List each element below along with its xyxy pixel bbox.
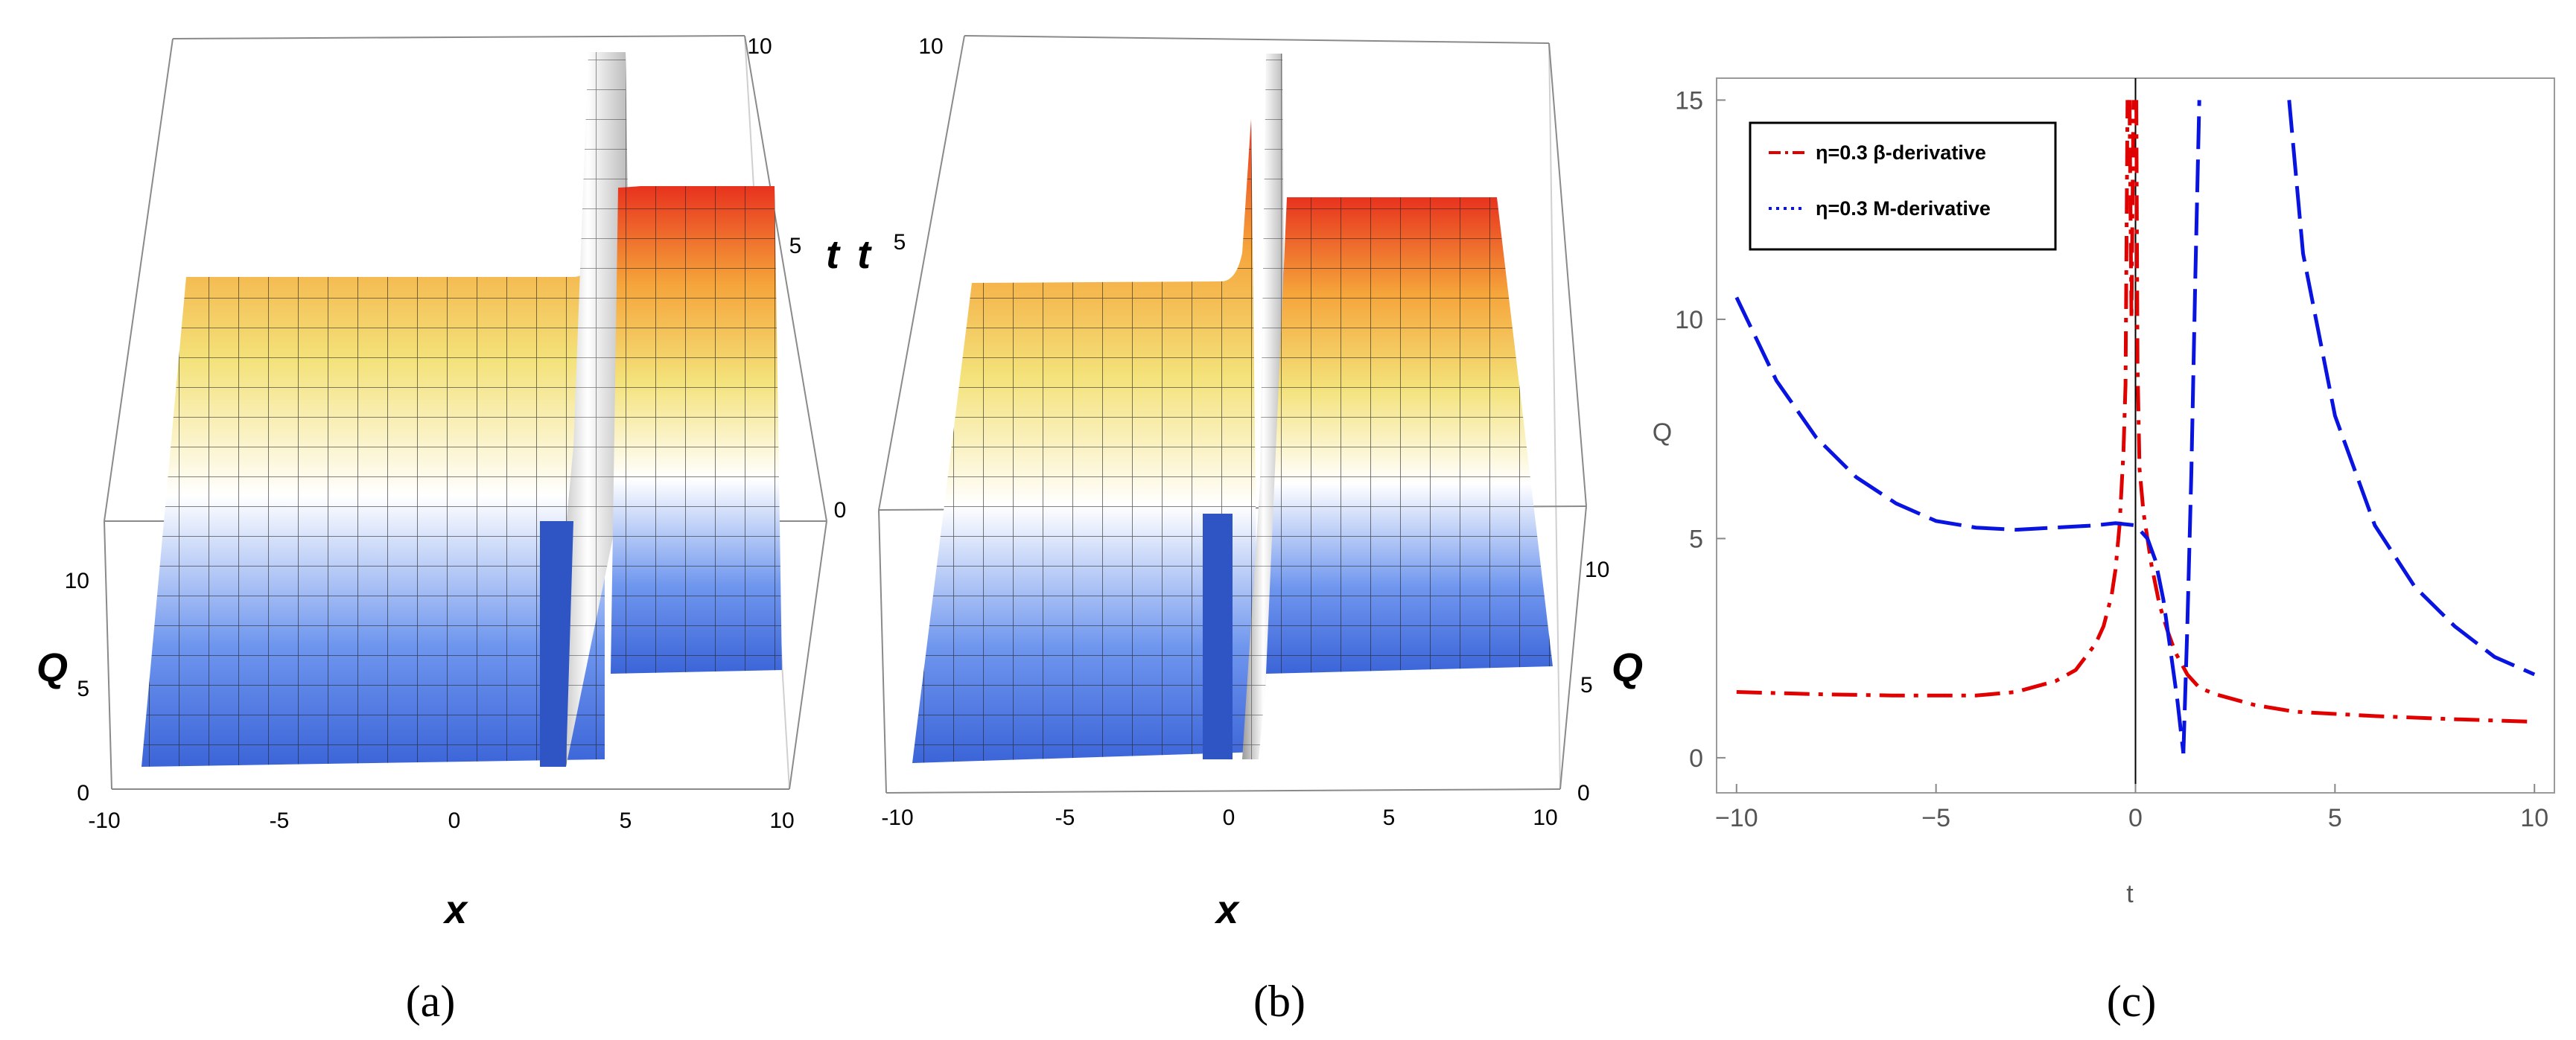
panel-a-x-tick: 5 [620,808,632,833]
panel-b-z-label: Q [1612,645,1643,690]
panel-b-x-tick: -5 [1055,805,1075,830]
panel-b-z-ticks: 0 5 10 [1577,558,1609,805]
panel-b-caption: (b) [1253,977,1306,1026]
panel-c-line-chart: −10 −5 0 5 10 0 5 10 15 η=0.3 β-derivative η=0.3… [1653,77,2555,1026]
panel-a-t-tick: 0 [834,498,847,523]
panel-a-z-label: Q [36,645,68,690]
panel-a-surface-left [141,89,605,767]
panel-c-x-tick-label: 10 [2520,804,2548,832]
panel-b-z-tick: 10 [1585,558,1609,582]
panel-a-x-tick: -10 [88,808,120,833]
panel-a-z-tick: 5 [77,677,89,701]
panel-c-legend: η=0.3 β-derivative η=0.3 M-derivative [1749,121,2057,251]
panel-b-x-tick: -10 [881,805,913,830]
panel-a-x-ticks: -10 -5 0 5 10 [88,808,794,833]
series-beta-derivative-line [2134,100,2535,724]
series-beta-derivative-line [1736,100,2130,698]
panel-b-t-ticks: 5 10 [894,34,944,255]
panel-a-z-ticks: 0 5 10 [65,569,89,805]
panel-a-x-label: x [442,887,468,932]
panel-a-t-label: t [826,232,841,277]
panel-c-x-tick-label: 5 [2328,804,2342,832]
panel-c-series [1734,100,2536,754]
panel-c-y-tick-label: 5 [1689,525,1703,553]
legend-label-beta: η=0.3 β-derivative [1816,141,1986,164]
panel-c-y-label: Q [1653,418,1672,447]
panel-a-t-tick: 5 [789,234,802,258]
panel-a-surface-right [611,186,782,674]
panel-b-t-tick: 10 [918,34,943,59]
panel-b-t-tick: 5 [894,230,906,255]
panel-b-z-tick: 5 [1580,673,1593,698]
panel-b-surface-right [1266,197,1553,674]
panel-c-y-tick-label: 15 [1675,86,1703,115]
series-m-derivative-line [1734,296,2186,754]
panel-a-x-tick: 0 [448,808,461,833]
panel-b-z-tick: 0 [1577,781,1590,805]
panel-b-x-tick: 0 [1223,805,1235,830]
panel-a-spike [540,52,632,767]
panel-b-x-tick: 5 [1383,805,1396,830]
panel-c-y-tick-label: 10 [1675,306,1703,334]
panel-a-z-tick: 10 [65,569,89,593]
panel-b-t-label: t [857,232,872,277]
panel-b-surface-left [912,119,1259,763]
panel-a-t-ticks: 0 5 10 [747,34,846,523]
panel-c-x-tick-label: 0 [2128,804,2143,832]
panel-a-x-tick: -5 [270,808,290,833]
panel-a-t-tick: 10 [747,34,772,59]
panel-c-caption: (c) [2107,977,2157,1026]
panel-a-z-tick: 0 [77,781,89,805]
series-m-derivative-line [2287,100,2536,677]
panel-c-x-tick-label: −10 [1715,804,1758,832]
panel-c-x-label: t [2126,880,2134,908]
panel-c-axes: −10 −5 0 5 10 0 5 10 15 [1675,78,2548,832]
panel-b-x-ticks: -10 -5 0 5 10 [881,805,1557,830]
panel-c-x-tick-label: −5 [1921,804,1950,832]
panel-a-x-tick: 10 [769,808,794,833]
panel-a-caption: (a) [406,977,456,1026]
panel-b-x-label: x [1214,887,1240,932]
panel-c-y-tick-label: 0 [1689,744,1703,773]
legend-box [1749,121,2057,251]
panel-b-surface-plot: -10 -5 0 5 10 0 5 10 5 10 x Q t (b) [857,34,1643,1026]
panel-a-surface-plot: -10 -5 0 5 10 0 5 10 0 5 10 x Q t (a) [36,34,846,1026]
panel-b-x-tick: 10 [1533,805,1557,830]
legend-label-m: η=0.3 M-derivative [1816,197,1991,220]
series-m-derivative-line [2181,100,2201,754]
